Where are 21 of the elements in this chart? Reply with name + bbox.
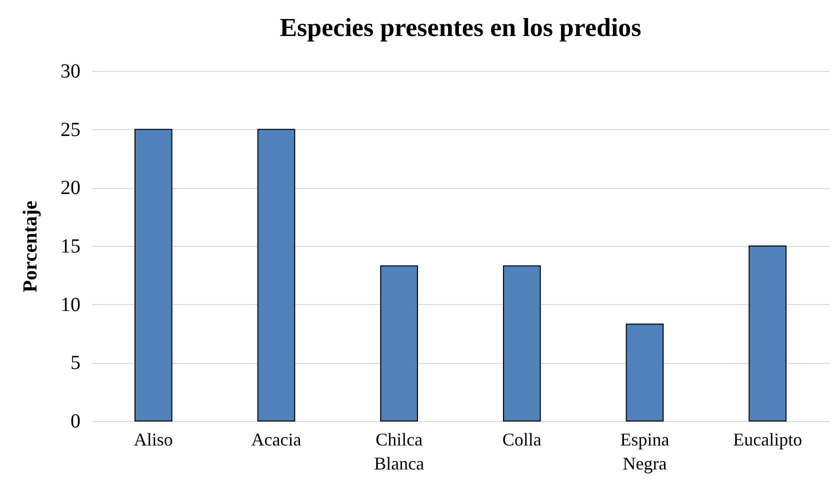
x-tick-label: Chilca Blanca <box>374 430 424 474</box>
y-tick-label: 20 <box>60 177 80 200</box>
y-tick-label: 5 <box>70 352 80 374</box>
x-tick-label: Acacia <box>251 430 302 450</box>
x-tick-label: Eucalipto <box>733 430 802 450</box>
y-tick-label: 0 <box>70 410 80 432</box>
x-tick-label: Colla <box>502 430 542 450</box>
y-axis-title: Porcentaje <box>20 200 42 292</box>
y-tick-label: 30 <box>60 60 80 82</box>
bar <box>257 128 296 422</box>
y-tick-label: 25 <box>60 118 80 141</box>
bar <box>380 265 418 422</box>
x-tick-label: Espina Negra <box>620 430 670 474</box>
bar <box>134 128 172 422</box>
x-tick-label: Aliso <box>134 430 173 450</box>
bar <box>502 265 541 422</box>
y-tick-label: 15 <box>60 236 80 258</box>
bar <box>626 324 664 422</box>
bar <box>748 246 787 422</box>
y-tick-label: 10 <box>60 294 80 316</box>
chart-title: Especies presentes en los predios <box>280 13 642 42</box>
